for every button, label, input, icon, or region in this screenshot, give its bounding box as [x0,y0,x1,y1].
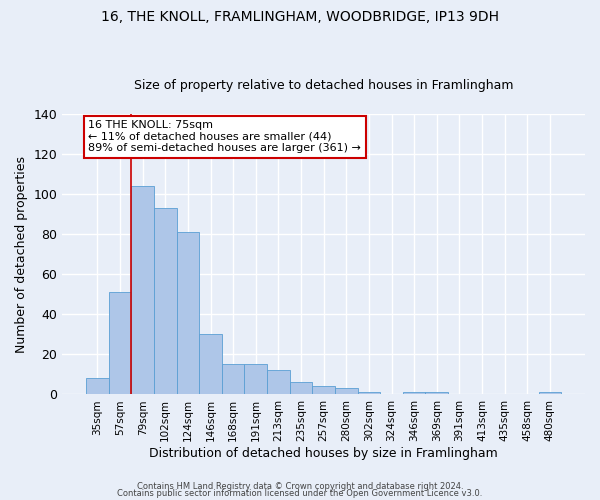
Bar [403,392,425,394]
X-axis label: Distribution of detached houses by size in Framlingham: Distribution of detached houses by size … [149,447,498,460]
Bar [244,364,267,394]
Bar [222,364,244,394]
Text: 16 THE KNOLL: 75sqm
← 11% of detached houses are smaller (44)
89% of semi-detach: 16 THE KNOLL: 75sqm ← 11% of detached ho… [88,120,361,153]
Bar [86,378,109,394]
Text: Contains public sector information licensed under the Open Government Licence v3: Contains public sector information licen… [118,490,482,498]
Bar [539,392,561,394]
Text: 16, THE KNOLL, FRAMLINGHAM, WOODBRIDGE, IP13 9DH: 16, THE KNOLL, FRAMLINGHAM, WOODBRIDGE, … [101,10,499,24]
Text: Contains HM Land Registry data © Crown copyright and database right 2024.: Contains HM Land Registry data © Crown c… [137,482,463,491]
Y-axis label: Number of detached properties: Number of detached properties [15,156,28,352]
Title: Size of property relative to detached houses in Framlingham: Size of property relative to detached ho… [134,79,514,92]
Bar [131,186,154,394]
Bar [176,232,199,394]
Bar [199,334,222,394]
Bar [313,386,335,394]
Bar [154,208,176,394]
Bar [425,392,448,394]
Bar [335,388,358,394]
Bar [290,382,313,394]
Bar [109,292,131,394]
Bar [267,370,290,394]
Bar [358,392,380,394]
